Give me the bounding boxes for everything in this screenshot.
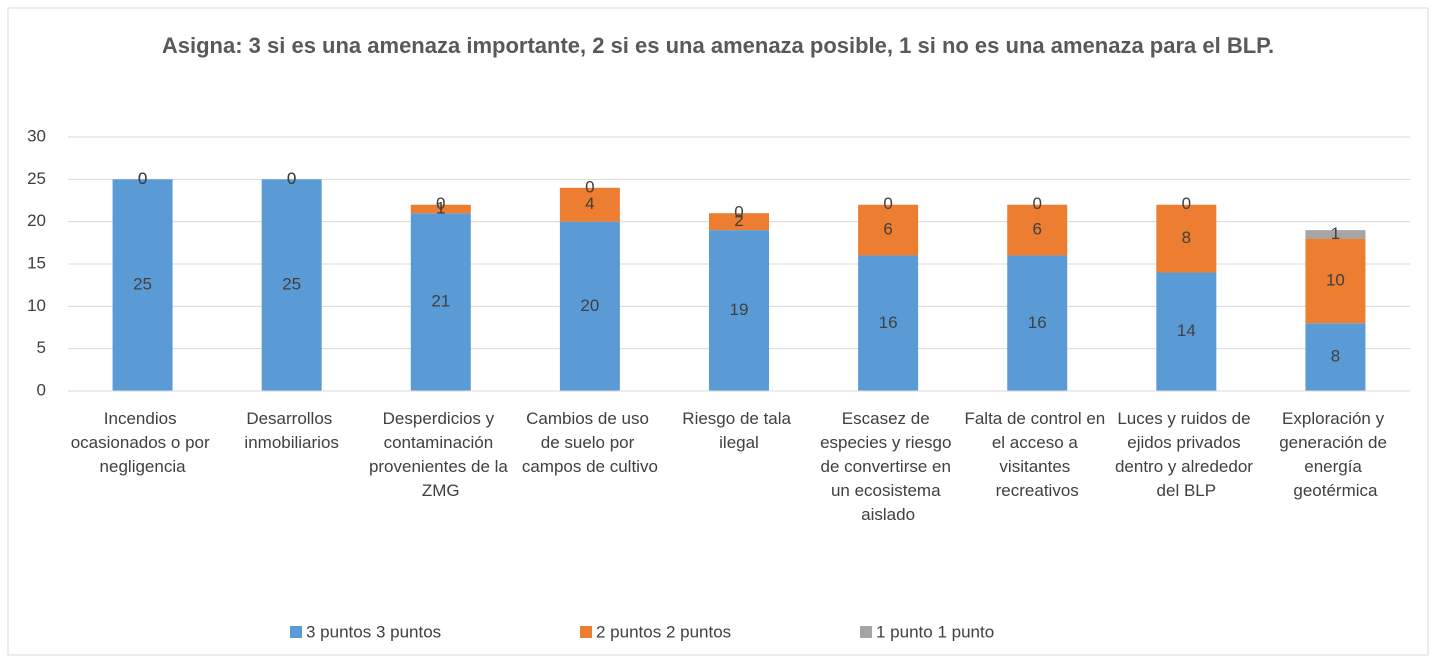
bar-segment: [261, 179, 322, 391]
data-label: 0: [1032, 194, 1041, 213]
data-label: 6: [883, 220, 892, 239]
x-tick-label: Falta de control en el acceso a visitant…: [964, 409, 1110, 500]
bar-segment: [709, 230, 769, 391]
bar-segment: [1007, 255, 1068, 391]
data-label: 0: [287, 169, 296, 188]
y-tick-label: 30: [27, 126, 46, 145]
data-label: 14: [1177, 321, 1196, 340]
y-tick-label: 25: [27, 169, 46, 188]
data-label: 0: [138, 169, 147, 188]
bar-segment: [559, 221, 620, 391]
data-label: 0: [883, 194, 892, 213]
legend-label: 2 puntos 2 puntos: [596, 622, 731, 641]
data-label: 20: [580, 296, 599, 315]
bar-segment: [1007, 204, 1068, 256]
data-label: 0: [138, 169, 147, 188]
x-tick-label: Escasez de especies y riesgo de converti…: [820, 409, 956, 524]
legend-swatch: [860, 626, 872, 638]
data-label: 8: [1182, 228, 1191, 247]
data-label: 6: [1032, 220, 1041, 239]
bar-segment: [1156, 204, 1217, 273]
x-tick-label: Desperdicios y contaminación proveniente…: [369, 409, 513, 500]
data-label: 25: [282, 275, 301, 294]
bar-segment: [410, 204, 471, 214]
data-label: 1: [436, 198, 445, 217]
data-label: 0: [734, 203, 743, 222]
data-label: 10: [1326, 270, 1345, 289]
data-label: 19: [730, 300, 749, 319]
chart-title: Asigna: 3 si es una amenaza importante, …: [162, 33, 1274, 58]
data-label: 8: [1331, 347, 1340, 366]
x-tick-label: Incendios ocasionados o por negligencia: [71, 409, 215, 476]
legend-swatch: [290, 626, 302, 638]
y-tick-label: 0: [37, 380, 46, 399]
bar-segment: [1305, 230, 1366, 239]
bar-segment: [559, 187, 620, 222]
bar-segment: [709, 213, 769, 231]
data-label: 21: [431, 292, 450, 311]
bar-segment: [1305, 238, 1366, 324]
x-tick-label: Cambios de uso de suelo por campos de cu…: [522, 409, 658, 476]
x-tick-label: Exploración y generación de energía geot…: [1279, 409, 1391, 500]
legend-swatch: [580, 626, 592, 638]
data-label: 16: [1028, 313, 1047, 332]
data-label: 1: [1331, 224, 1340, 243]
data-label: 0: [436, 194, 445, 213]
y-tick-label: 15: [27, 253, 46, 272]
bar-segment: [112, 179, 173, 391]
y-tick-label: 20: [27, 211, 46, 230]
bar-segment: [1156, 272, 1217, 391]
data-label: 16: [879, 313, 898, 332]
bar-segment: [410, 213, 471, 391]
bar-segment: [858, 204, 919, 256]
data-label: 0: [1182, 194, 1191, 213]
legend-label: 1 punto 1 punto: [876, 622, 994, 641]
bar-segment: [1305, 323, 1366, 391]
data-label: 0: [585, 177, 594, 196]
x-tick-label: Riesgo de tala ilegal: [682, 409, 795, 452]
data-label: 25: [133, 275, 152, 294]
y-tick-label: 5: [37, 338, 46, 357]
data-label: 2: [734, 211, 743, 230]
data-label: 4: [585, 194, 594, 213]
legend-label: 3 puntos 3 puntos: [306, 622, 441, 641]
x-tick-label: Desarrollos inmobiliarios: [244, 409, 338, 452]
y-tick-label: 10: [27, 296, 46, 315]
data-label: 0: [287, 169, 296, 188]
x-tick-label: Luces y ruidos de ejidos privados dentro…: [1115, 409, 1258, 500]
bar-segment: [858, 255, 919, 391]
